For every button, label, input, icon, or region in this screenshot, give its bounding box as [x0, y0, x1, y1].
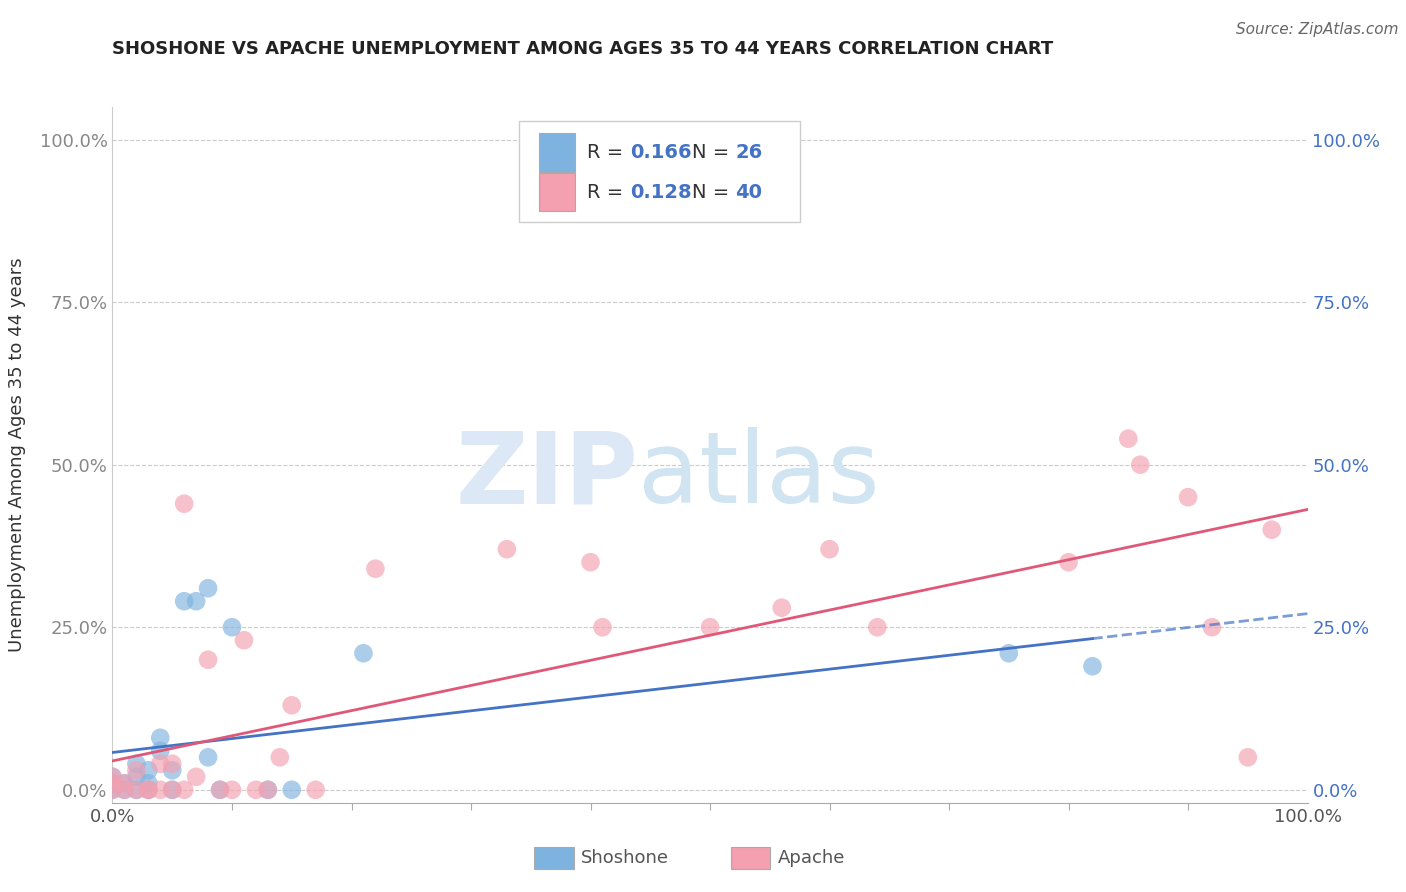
- Point: [149, 782, 172, 797]
- Point: [818, 542, 841, 557]
- Point: [197, 750, 219, 764]
- Point: [125, 770, 148, 784]
- Point: [1260, 523, 1282, 537]
- Point: [245, 782, 267, 797]
- Point: [257, 782, 280, 797]
- Point: [269, 750, 291, 764]
- Point: [138, 776, 160, 790]
- Point: [197, 581, 219, 595]
- Point: [364, 562, 387, 576]
- Point: [496, 542, 519, 557]
- Point: [1237, 750, 1260, 764]
- FancyBboxPatch shape: [519, 121, 800, 222]
- Point: [998, 646, 1021, 660]
- Point: [125, 782, 148, 797]
- Text: 0.166: 0.166: [630, 143, 692, 162]
- Text: R =: R =: [586, 183, 630, 202]
- Point: [149, 744, 172, 758]
- Point: [221, 782, 243, 797]
- Text: N =: N =: [692, 143, 735, 162]
- Point: [1177, 490, 1199, 504]
- Point: [114, 776, 135, 790]
- Point: [281, 782, 304, 797]
- Text: 26: 26: [735, 143, 762, 162]
- Point: [162, 756, 183, 771]
- Point: [173, 782, 195, 797]
- Text: atlas: atlas: [638, 427, 880, 524]
- Point: [232, 633, 256, 648]
- Point: [1129, 458, 1152, 472]
- Point: [1057, 555, 1080, 569]
- Point: [173, 497, 195, 511]
- Point: [114, 782, 135, 797]
- Point: [162, 782, 183, 797]
- Point: [101, 776, 124, 790]
- Point: [186, 770, 208, 784]
- Point: [149, 731, 172, 745]
- Point: [591, 620, 613, 634]
- Point: [101, 776, 124, 790]
- Y-axis label: Unemployment Among Ages 35 to 44 years: Unemployment Among Ages 35 to 44 years: [7, 258, 25, 652]
- Text: R =: R =: [586, 143, 630, 162]
- Point: [197, 653, 219, 667]
- Point: [101, 770, 124, 784]
- Point: [125, 782, 148, 797]
- Point: [257, 782, 280, 797]
- Text: 0.128: 0.128: [630, 183, 692, 202]
- Text: N =: N =: [692, 183, 735, 202]
- Point: [101, 782, 124, 797]
- Point: [101, 770, 124, 784]
- Text: Apache: Apache: [778, 849, 845, 867]
- Text: Source: ZipAtlas.com: Source: ZipAtlas.com: [1236, 22, 1399, 37]
- Point: [579, 555, 602, 569]
- Point: [1081, 659, 1104, 673]
- Bar: [538, 134, 575, 172]
- Point: [186, 594, 208, 608]
- Point: [304, 782, 326, 797]
- Point: [138, 782, 160, 797]
- Point: [162, 782, 183, 797]
- Point: [866, 620, 889, 634]
- Point: [138, 782, 160, 797]
- Point: [101, 782, 124, 797]
- Text: SHOSHONE VS APACHE UNEMPLOYMENT AMONG AGES 35 TO 44 YEARS CORRELATION CHART: SHOSHONE VS APACHE UNEMPLOYMENT AMONG AG…: [112, 40, 1053, 58]
- Point: [125, 764, 148, 778]
- Point: [173, 594, 195, 608]
- Point: [208, 782, 231, 797]
- Text: Shoshone: Shoshone: [581, 849, 669, 867]
- Point: [114, 776, 135, 790]
- Point: [208, 782, 231, 797]
- Bar: [538, 173, 575, 211]
- Point: [1201, 620, 1223, 634]
- Point: [699, 620, 721, 634]
- Text: ZIP: ZIP: [456, 427, 638, 524]
- Text: 40: 40: [735, 183, 762, 202]
- Point: [352, 646, 374, 660]
- Point: [138, 782, 160, 797]
- Point: [162, 764, 183, 778]
- Point: [281, 698, 304, 713]
- Point: [149, 756, 172, 771]
- Point: [221, 620, 243, 634]
- Point: [1116, 432, 1139, 446]
- Point: [770, 600, 793, 615]
- Point: [114, 782, 135, 797]
- Point: [125, 756, 148, 771]
- Point: [138, 764, 160, 778]
